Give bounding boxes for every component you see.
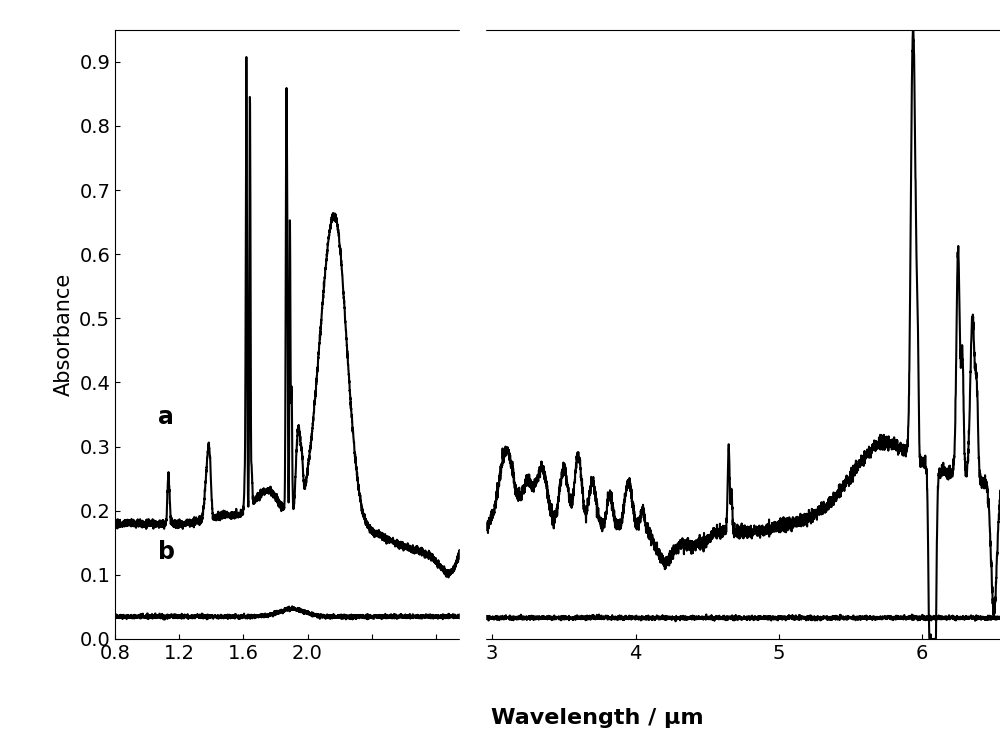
Text: b: b <box>158 540 175 564</box>
Text: Wavelength / μm: Wavelength / μm <box>491 708 704 728</box>
Text: a: a <box>158 405 174 429</box>
Y-axis label: Absorbance: Absorbance <box>54 273 74 396</box>
